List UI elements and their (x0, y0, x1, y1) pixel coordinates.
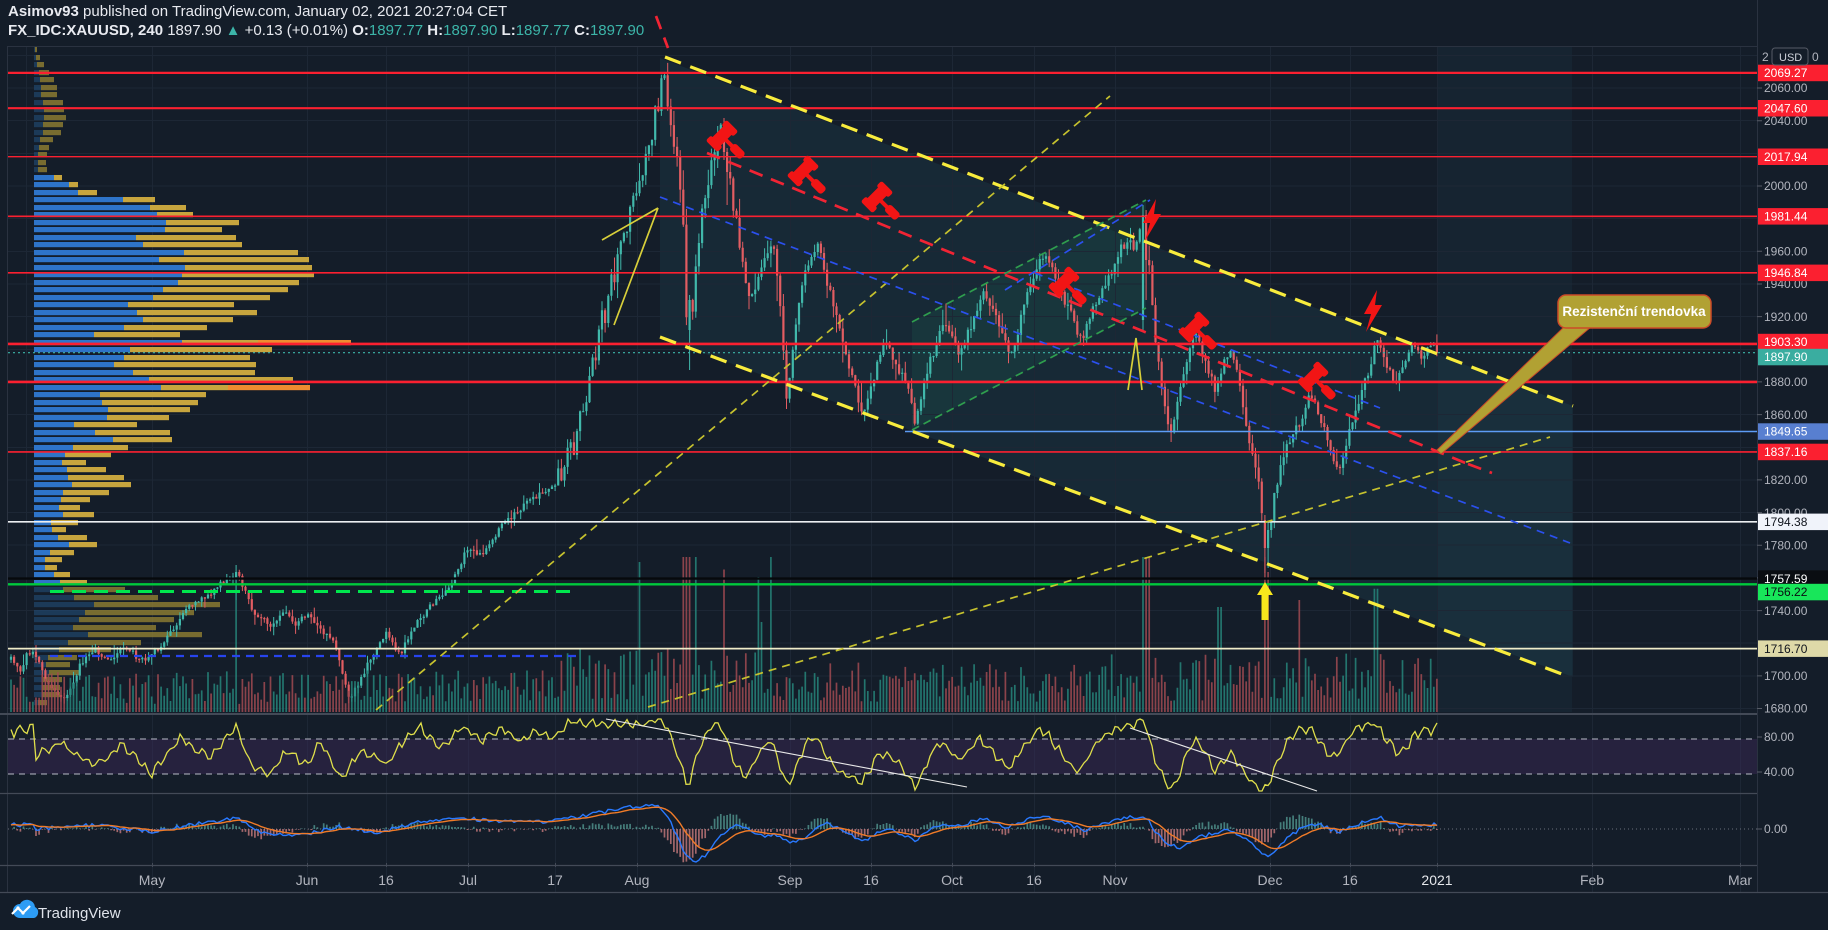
svg-text:1780.00: 1780.00 (1764, 538, 1808, 552)
svg-text:1757.59: 1757.59 (1764, 572, 1808, 586)
svg-text:16: 16 (863, 872, 879, 888)
svg-text:Mar: Mar (1728, 872, 1752, 888)
svg-text:1903.30: 1903.30 (1764, 335, 1808, 349)
svg-text:1960.00: 1960.00 (1764, 245, 1808, 259)
svg-text:2069.27: 2069.27 (1764, 66, 1808, 80)
svg-text:Oct: Oct (941, 872, 963, 888)
svg-text:17: 17 (547, 872, 563, 888)
svg-text:16: 16 (378, 872, 394, 888)
svg-text:1860.00: 1860.00 (1764, 408, 1808, 422)
svg-text:2047.60: 2047.60 (1764, 101, 1808, 115)
svg-text:40.00: 40.00 (1764, 765, 1794, 779)
svg-text:2000.00: 2000.00 (1764, 179, 1808, 193)
svg-text:1946.84: 1946.84 (1764, 266, 1808, 280)
svg-text:Nov: Nov (1103, 872, 1128, 888)
svg-text:1794.38: 1794.38 (1764, 515, 1808, 529)
svg-text:Feb: Feb (1580, 872, 1604, 888)
svg-text:1920.00: 1920.00 (1764, 310, 1808, 324)
svg-text:1897.90: 1897.90 (1764, 350, 1808, 364)
svg-text:May: May (139, 872, 165, 888)
svg-text:1837.16: 1837.16 (1764, 445, 1808, 459)
svg-text:Aug: Aug (625, 872, 650, 888)
svg-text:2040.00: 2040.00 (1764, 114, 1808, 128)
svg-text:2060.00: 2060.00 (1764, 81, 1808, 95)
svg-text:Jul: Jul (459, 872, 477, 888)
svg-text:0: 0 (1812, 50, 1819, 64)
svg-text:2021: 2021 (1421, 872, 1452, 888)
svg-text:1880.00: 1880.00 (1764, 375, 1808, 389)
svg-text:TradingView: TradingView (38, 905, 121, 922)
svg-text:1849.65: 1849.65 (1764, 425, 1808, 439)
svg-text:1820.00: 1820.00 (1764, 473, 1808, 487)
svg-text:1700.00: 1700.00 (1764, 669, 1808, 683)
svg-text:1716.70: 1716.70 (1764, 642, 1808, 656)
svg-text:2: 2 (1762, 50, 1769, 64)
svg-text:USD: USD (1779, 52, 1802, 64)
svg-text:Asimov93 published on TradingV: Asimov93 published on TradingView.com, J… (8, 3, 507, 20)
svg-text:1680.00: 1680.00 (1764, 702, 1808, 716)
svg-text:16: 16 (1342, 872, 1358, 888)
svg-text:1981.44: 1981.44 (1764, 210, 1808, 224)
svg-text:Dec: Dec (1258, 872, 1283, 888)
svg-text:80.00: 80.00 (1764, 730, 1794, 744)
svg-text:Sep: Sep (778, 872, 803, 888)
svg-text:16: 16 (1026, 872, 1042, 888)
svg-text:1740.00: 1740.00 (1764, 604, 1808, 618)
svg-text:Jun: Jun (296, 872, 319, 888)
svg-text:1756.22: 1756.22 (1764, 585, 1808, 599)
svg-text:FX_IDC:XAUUSD, 240 1897.90 ▲: FX_IDC:XAUUSD, 240 1897.90 ▲ +0.13 (+0.0… (8, 22, 644, 39)
svg-text:2017.94: 2017.94 (1764, 150, 1808, 164)
svg-text:0.00: 0.00 (1764, 822, 1788, 836)
svg-text:Rezistenční trendovka: Rezistenční trendovka (1562, 304, 1706, 319)
